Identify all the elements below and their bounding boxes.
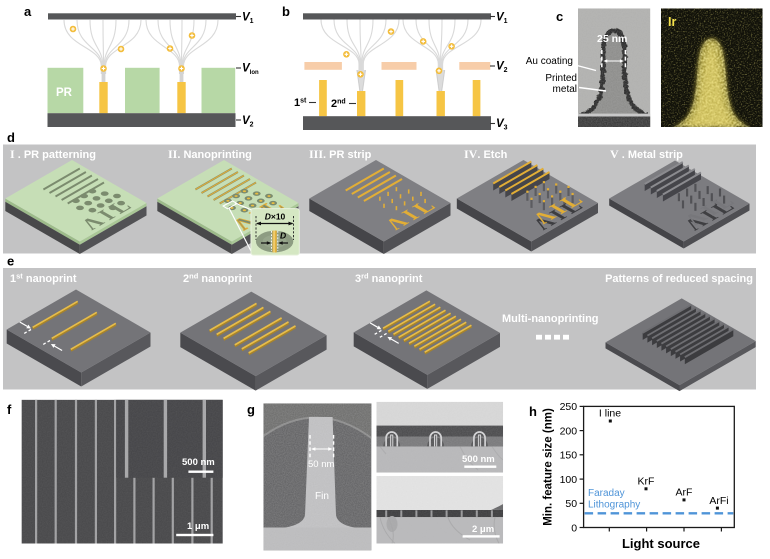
svg-text:Patterns of reduced spacing: Patterns of reduced spacing: [605, 273, 753, 285]
svg-text:f: f: [7, 402, 12, 417]
svg-text:2nd: 2nd: [331, 98, 346, 110]
svg-text:metal: metal: [553, 84, 577, 95]
svg-text:ArF: ArF: [676, 487, 693, 499]
svg-text:D×10: D×10: [265, 212, 286, 222]
svg-text:e: e: [7, 254, 14, 269]
svg-text:500 nm: 500 nm: [182, 457, 215, 468]
svg-text:Ir: Ir: [668, 15, 676, 29]
svg-text:2nd nanoprint: 2nd nanoprint: [183, 272, 252, 286]
svg-text:Faraday: Faraday: [588, 488, 625, 499]
svg-text:50 nm: 50 nm: [308, 459, 334, 470]
svg-text:D: D: [280, 231, 286, 241]
svg-text:1st: 1st: [294, 97, 307, 109]
svg-text:3rd nanoprint: 3rd nanoprint: [355, 272, 423, 286]
svg-text:IV. Etch: IV. Etch: [464, 147, 508, 161]
svg-text:50: 50: [565, 498, 577, 510]
svg-text:Lithography: Lithography: [588, 500, 640, 511]
svg-text:d: d: [7, 130, 15, 145]
svg-text:V1: V1: [496, 12, 508, 26]
svg-text:1 μm: 1 μm: [187, 521, 209, 532]
svg-text:0: 0: [571, 522, 577, 534]
svg-text:I . PR patterning: I . PR patterning: [10, 147, 96, 161]
svg-text:250: 250: [560, 401, 578, 413]
svg-text:150: 150: [560, 450, 578, 462]
svg-text:1st nanoprint: 1st nanoprint: [10, 272, 77, 286]
svg-text:I line: I line: [599, 408, 621, 420]
svg-text:ArFi: ArFi: [709, 495, 728, 507]
svg-text:Light source: Light source: [622, 536, 700, 551]
svg-text:c: c: [556, 9, 563, 24]
svg-text:2 μm: 2 μm: [472, 524, 494, 535]
svg-text:V1: V1: [242, 12, 254, 26]
svg-text:KrF: KrF: [638, 476, 655, 488]
svg-text:Fin: Fin: [315, 491, 329, 502]
svg-text:V3: V3: [496, 118, 508, 132]
svg-text:Min. feature size (nm): Min. feature size (nm): [543, 408, 555, 526]
svg-text:100: 100: [560, 474, 578, 486]
svg-text:VIon: VIon: [242, 63, 259, 77]
svg-text:500 nm: 500 nm: [462, 454, 495, 465]
svg-text:200: 200: [560, 425, 578, 437]
svg-text:h: h: [529, 404, 537, 419]
svg-text:Multi-nanoprinting: Multi-nanoprinting: [502, 313, 599, 325]
svg-text:V . Metal strip: V . Metal strip: [610, 147, 683, 161]
svg-text:25 nm: 25 nm: [597, 33, 627, 45]
svg-text:g: g: [247, 402, 255, 417]
svg-text:III. PR strip: III. PR strip: [309, 147, 372, 161]
svg-text:Printed: Printed: [545, 73, 577, 84]
svg-text:V2: V2: [496, 61, 508, 75]
svg-text:Au coating: Au coating: [526, 56, 573, 67]
svg-text:PR: PR: [56, 87, 73, 99]
svg-text:V2: V2: [242, 115, 254, 129]
svg-text:a: a: [24, 4, 32, 19]
svg-text:b: b: [282, 4, 290, 19]
svg-text:II. Nanoprinting: II. Nanoprinting: [168, 147, 252, 161]
